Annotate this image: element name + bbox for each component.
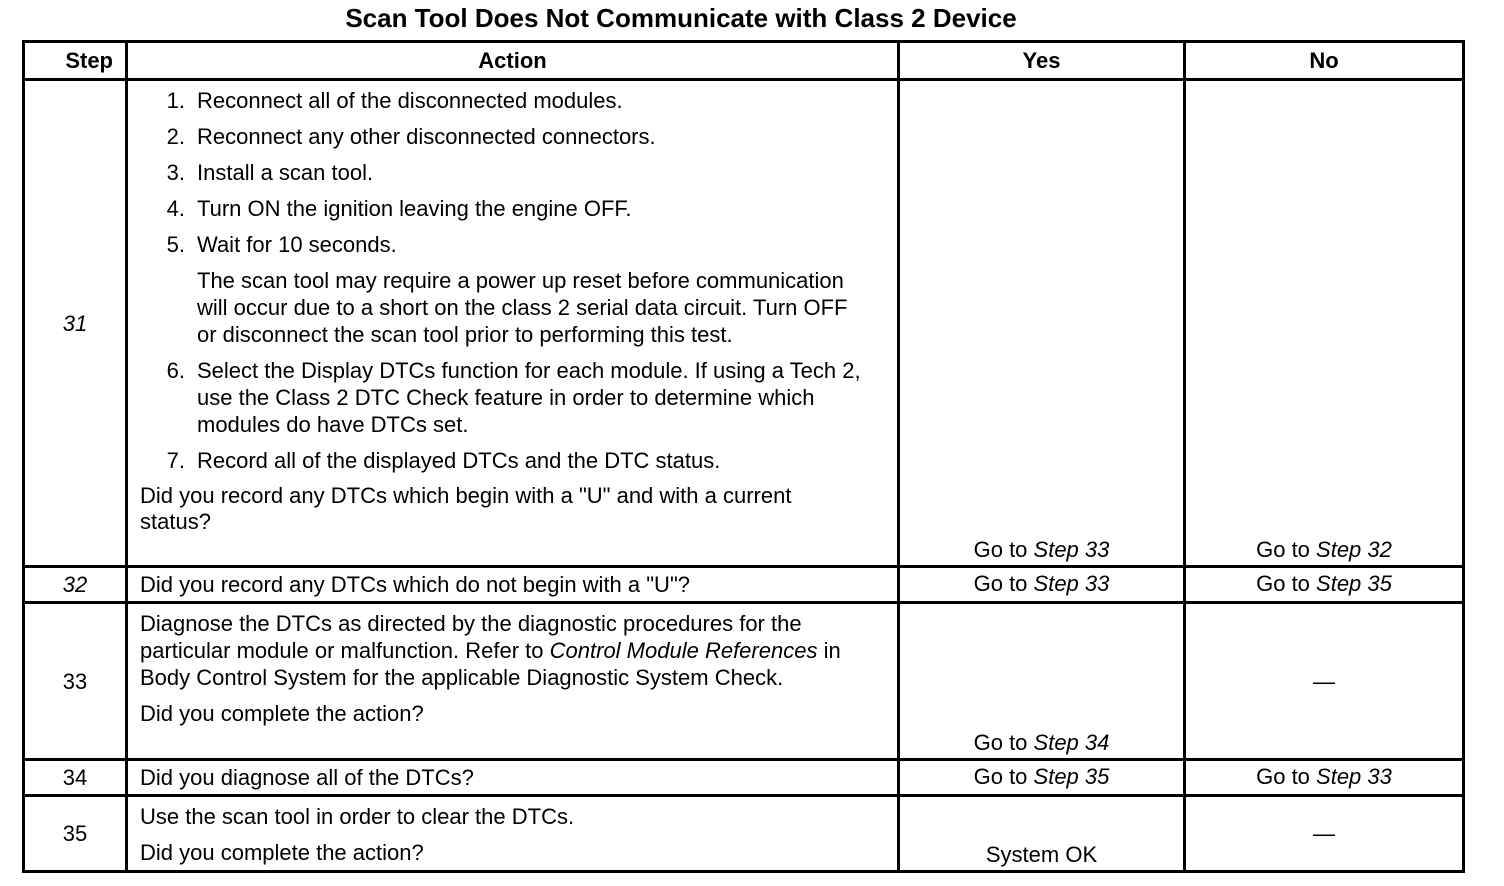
action-text: Diagnose the DTCs as directed by the dia… [140, 610, 880, 691]
item-text: Record all of the displayed DTCs and the… [197, 448, 721, 473]
list-item: 2. Reconnect any other disconnected conne… [140, 123, 887, 150]
action-text: Use the scan tool in order to clear the … [140, 804, 575, 829]
table-row: 35 Use the scan tool in order to clear t… [22, 794, 1465, 873]
item-number: 6. [166, 358, 185, 383]
list-item: 3. Install a scan tool. [140, 159, 887, 186]
step-number: 35 [22, 794, 128, 873]
yes-cell: Go to Step 33 [897, 78, 1186, 568]
yes-prefix: Go to [973, 571, 1034, 596]
no-step-link[interactable]: Step 33 [1316, 764, 1392, 789]
header-step: Step [22, 40, 128, 81]
action-text-b: in Body Control System for the applicabl… [140, 638, 841, 690]
yes-prefix: Go to [973, 764, 1034, 789]
yes-prefix: Go to [973, 730, 1034, 755]
header-row: Step Action Yes No [22, 40, 1465, 81]
table-row: 33 Diagnose the DTCs as directed by the … [22, 601, 1465, 761]
yes-cell: Go to Step 35 [897, 758, 1186, 797]
action-cell: 1. Reconnect all of the disconnected modu… [125, 78, 900, 568]
reference-link[interactable]: Control Module References [549, 638, 818, 663]
note: The scan tool may require a power up res… [197, 268, 848, 347]
action-cell: Use the scan tool in order to clear the … [125, 794, 900, 873]
item-number: 3. [166, 160, 185, 185]
item-text: Wait for 10 seconds. [197, 232, 397, 257]
no-step-link[interactable]: Step 35 [1316, 571, 1392, 596]
item-text: Reconnect all of the disconnected module… [197, 88, 623, 113]
no-step-link[interactable]: Step 32 [1316, 537, 1392, 562]
question: Did you complete the action? [140, 701, 424, 726]
item-number: 1. [166, 88, 185, 113]
yes-step-link[interactable]: Step 33 [1033, 571, 1110, 596]
no-cell: Go to Step 33 [1183, 758, 1465, 797]
header-action: Action [125, 40, 900, 81]
item-text: Install a scan tool. [197, 160, 374, 185]
step-number: 32 [22, 565, 128, 604]
question: Did you diagnose all of the DTCs? [125, 758, 900, 797]
table-row: 32 Did you record any DTCs which do not … [22, 565, 1465, 604]
item-number: 4. [166, 196, 185, 221]
header-no: No [1183, 40, 1465, 81]
no-cell: — [1183, 794, 1465, 873]
step-number: 33 [22, 601, 128, 761]
diagnostic-table: Step Action Yes No 31 1. Reconnect all of… [22, 40, 1465, 873]
list-item: 1. Reconnect all of the disconnected modu… [140, 87, 887, 114]
list-item: 5. Wait for 10 seconds. [140, 231, 887, 258]
no-prefix: Go to [1256, 537, 1317, 562]
yes-step-link[interactable]: Step 33 [1033, 537, 1110, 562]
list-item: 4. Turn ON the ignition leaving the engin… [140, 195, 887, 222]
item-number: 7. [166, 448, 185, 473]
question: Did you record any DTCs which begin with… [140, 483, 792, 534]
item-text: Turn ON the ignition leaving the engine … [197, 196, 632, 221]
title-text: Scan Tool Does Not Communicate with Clas… [345, 3, 1017, 33]
item-number: 2. [166, 124, 185, 149]
no-prefix: Go to [1256, 571, 1317, 596]
step-number: 34 [22, 758, 128, 797]
question: Did you record any DTCs which do not beg… [125, 565, 900, 604]
item-text: Select the Display DTCs function for eac… [197, 358, 861, 437]
no-cell: — [1183, 601, 1465, 761]
item-number: 5. [166, 232, 185, 257]
question: Did you complete the action? [140, 840, 424, 865]
item-text: Reconnect any other disconnected connect… [197, 124, 656, 149]
header-yes: Yes [897, 40, 1186, 81]
yes-cell: System OK [897, 794, 1186, 873]
action-text-a: Diagnose the DTCs as directed by the dia… [140, 611, 802, 663]
table-row: 34 Did you diagnose all of the DTCs? Go … [22, 758, 1465, 797]
yes-step-link[interactable]: Step 35 [1033, 764, 1110, 789]
list-item: 7. Record all of the displayed DTCs and t… [140, 447, 887, 474]
no-cell: Go to Step 35 [1183, 565, 1465, 604]
page-title: Scan Tool Does Not Communicate with Clas… [0, 3, 1362, 34]
yes-cell: Go to Step 34 [897, 601, 1186, 761]
list-item: 6. Select the Display DTCs function for e… [140, 357, 887, 438]
no-cell: Go to Step 32 [1183, 78, 1465, 568]
yes-cell: Go to Step 33 [897, 565, 1186, 604]
action-cell: Diagnose the DTCs as directed by the dia… [125, 601, 900, 761]
no-prefix: Go to [1256, 764, 1317, 789]
yes-step-link[interactable]: Step 34 [1033, 730, 1110, 755]
step-number: 31 [22, 78, 128, 568]
yes-prefix: Go to [973, 537, 1034, 562]
table-row: 31 1. Reconnect all of the disconnected m… [22, 78, 1465, 568]
